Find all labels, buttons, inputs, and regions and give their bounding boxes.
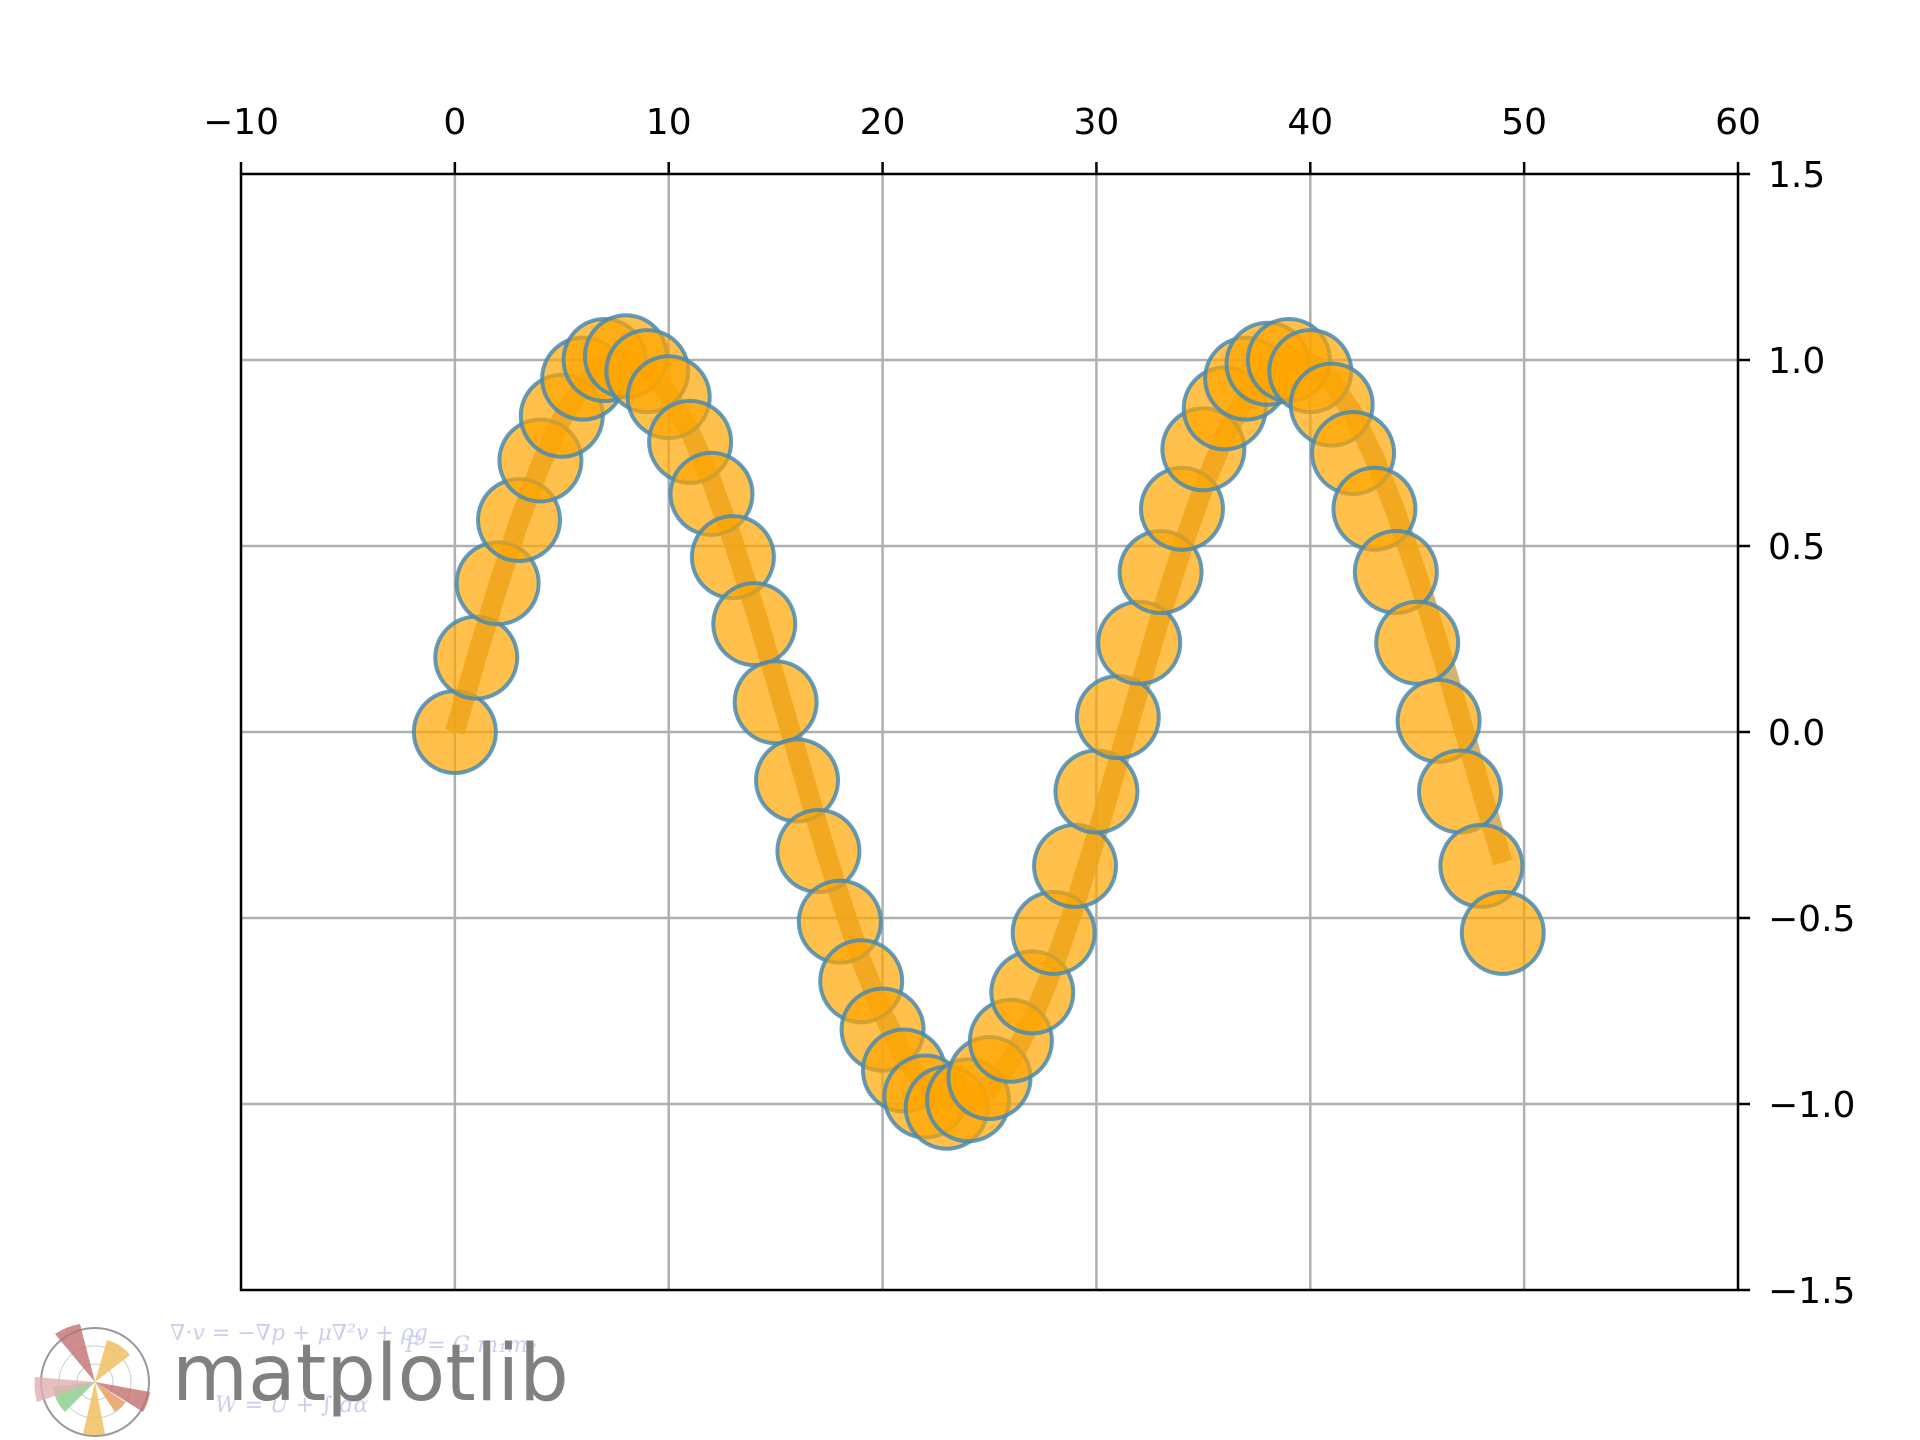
logo-wordmark: matplotlib <box>172 1329 569 1419</box>
y-tick-label: −1.0 <box>1768 1085 1855 1126</box>
svg-text:W = U + ∫ dα: W = U + ∫ dα <box>215 1393 369 1418</box>
x-tick-label: 10 <box>646 102 692 143</box>
x-tick-label: 50 <box>1501 102 1547 143</box>
matplotlib-logo: ∇·v = −∇p + μ∇²v + ρg F = G m₁m₂ W = U +… <box>34 1321 569 1437</box>
scatter-point <box>1416 748 1503 835</box>
scatter-point <box>711 581 798 668</box>
y-tick-label: −0.5 <box>1768 899 1855 940</box>
x-tick-label: 30 <box>1074 102 1120 143</box>
scatter-point <box>1053 748 1140 835</box>
x-tick-label: −10 <box>203 102 279 143</box>
scatter-point <box>1074 674 1161 761</box>
y-tick-label: 1.5 <box>1768 155 1825 196</box>
scatter-point <box>411 689 498 775</box>
x-tick-label: 60 <box>1715 102 1761 143</box>
y-tick-label: 1.0 <box>1768 341 1825 382</box>
svg-text:∇·v = −∇p + μ∇²v + ρg: ∇·v = −∇p + μ∇²v + ρg <box>170 1321 428 1346</box>
y-tick-label: −1.5 <box>1768 1271 1855 1312</box>
y-axis: −1.5 −1.0 −0.5 0.0 0.5 1.0 1.5 <box>1738 155 1855 1312</box>
y-tick-label: 0.0 <box>1768 713 1825 754</box>
series-layer <box>411 313 1546 1151</box>
scatter-point <box>433 614 520 701</box>
scatter-point <box>732 659 819 746</box>
x-axis: −10 0 10 20 30 40 50 60 <box>203 102 1761 174</box>
x-tick-label: 40 <box>1287 102 1333 143</box>
x-tick-label: 20 <box>860 102 906 143</box>
scatter-point <box>1459 889 1546 976</box>
svg-text:F = G m₁m₂: F = G m₁m₂ <box>404 1333 537 1358</box>
scatter-point <box>1032 822 1119 909</box>
logo-polar-icon <box>34 1324 150 1437</box>
y-tick-label: 0.5 <box>1768 527 1825 568</box>
logo-formula-watermark: ∇·v = −∇p + μ∇²v + ρg F = G m₁m₂ W = U +… <box>170 1321 537 1418</box>
scatter-point <box>1374 599 1461 686</box>
x-tick-label: 0 <box>443 102 466 143</box>
